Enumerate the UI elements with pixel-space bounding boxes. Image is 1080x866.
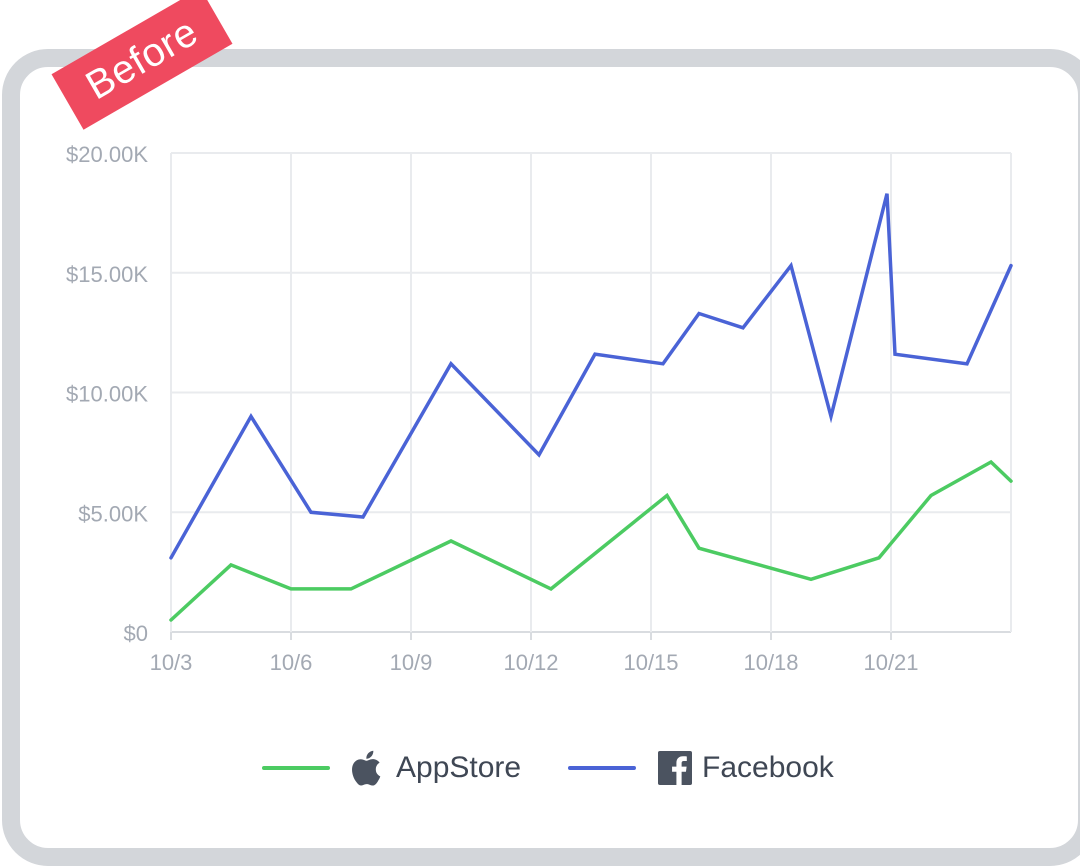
y-tick-label: $5.00K	[78, 501, 148, 526]
y-tick-label: $15.00K	[66, 262, 148, 287]
legend-label-appstore: AppStore	[396, 751, 522, 784]
series-line-appstore	[169, 459, 1013, 622]
x-tick-label: 10/12	[503, 650, 558, 675]
line-chart: $0 $5.00K $10.00K $15.00K $20.00K 10/3 10/6 10/…	[66, 142, 1013, 675]
legend-label-facebook: Facebook	[702, 751, 834, 784]
legend-item-facebook[interactable]: Facebook	[568, 742, 834, 794]
x-tick-label: 10/15	[623, 650, 678, 675]
legend-item-appstore[interactable]: AppStore	[262, 742, 521, 794]
x-tick-label: 10/9	[390, 650, 433, 675]
x-tick-label: 10/18	[743, 650, 798, 675]
facebook-icon	[658, 748, 692, 788]
y-tick-label: $10.00K	[66, 382, 148, 407]
x-tick-label: 10/3	[150, 650, 193, 675]
x-tick-label: 10/21	[863, 650, 918, 675]
x-tick-label: 10/6	[270, 650, 313, 675]
y-tick-label: $20.00K	[66, 142, 148, 167]
y-tick-label: $0	[124, 621, 148, 646]
apple-icon	[352, 748, 386, 788]
chart-legend: AppStore Facebook	[0, 742, 1080, 794]
legend-swatch-facebook	[568, 766, 636, 770]
series-line-facebook	[169, 193, 1013, 560]
legend-swatch-appstore	[262, 766, 330, 770]
